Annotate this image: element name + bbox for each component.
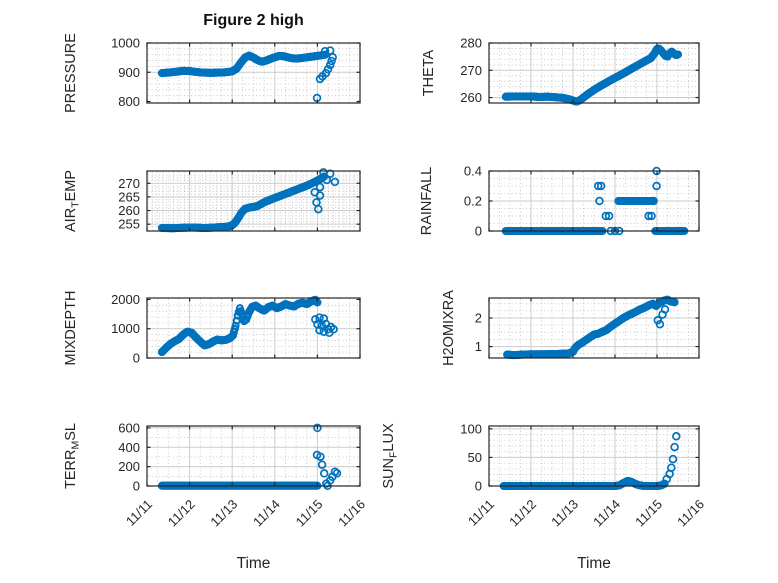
x-axis-label-left: Time [236,555,271,572]
axes-box [488,425,700,487]
y-tick-labels: 0 1000 2000 [111,292,140,366]
series-dense [157,50,330,78]
svg-text:270: 270 [118,176,140,191]
svg-text:400: 400 [118,440,140,455]
y-tick-labels: 0 0.2 0.4 [464,164,482,239]
minor-grid [490,427,698,485]
series-dense [157,295,322,357]
svg-text:800: 800 [118,94,140,109]
subplot-pressure: 800 900 1000 PRESSURE [63,33,361,113]
svg-text:11/13: 11/13 [207,497,240,530]
svg-text:11/16: 11/16 [674,497,707,530]
series-dense [614,196,657,206]
svg-text:11/11: 11/11 [465,497,497,529]
svg-text:1000: 1000 [111,321,140,336]
y-tick-labels: 800 900 1000 [111,36,140,110]
svg-text:265: 265 [118,189,140,204]
y-axis-label: PRESSURE [63,33,79,113]
svg-text:0: 0 [133,351,140,366]
svg-text:1000: 1000 [111,36,140,51]
series-sparse [653,305,670,329]
svg-text:0.4: 0.4 [464,164,482,179]
svg-text:600: 600 [118,420,140,435]
subplot-rainfall: 0 0.2 0.4 RAINFALL [419,164,700,239]
svg-text:11/15: 11/15 [293,497,326,530]
axes-box [146,42,361,104]
axes-box [146,425,361,487]
svg-text:100: 100 [460,421,482,436]
subplot-terr_msl: 0 200 400 600 11/11 11/12 11/13 11/14 11/15 11/16… [63,420,368,529]
svg-text:11/11: 11/11 [123,497,155,529]
svg-text:900: 900 [118,65,140,80]
svg-text:1: 1 [475,339,482,354]
svg-text:11/12: 11/12 [506,497,539,530]
svg-text:270: 270 [460,63,482,78]
svg-text:0.2: 0.2 [464,194,482,209]
y-tick-labels: 0 50 100 [460,421,482,493]
series-sparse [310,168,340,214]
svg-text:255: 255 [118,217,140,232]
y-axis-label: AIRTEMP [63,170,82,232]
y-axis-label: MIXDEPTH [63,291,79,366]
minor-grid [148,299,359,357]
axes-box [488,42,700,104]
axes-box [146,170,361,232]
y-axis-label: H2OMIXRA [441,290,457,366]
y-tick-labels: 0 200 400 600 [118,420,140,493]
minor-grid [148,427,359,485]
svg-text:0: 0 [475,479,482,494]
svg-text:11/14: 11/14 [590,497,623,530]
subplot-sun_flux: 0 50 100 11/11 11/12 11/13 11/14 11/15 11/16 SUNF… [381,421,707,529]
series-sparse [662,432,681,484]
minor-grid [490,299,698,357]
y-tick-labels: 12 [475,311,482,355]
x-tick-labels: 11/11 11/12 11/13 11/14 11/15 11/16 [465,497,707,530]
y-axis-label: SUNFLUX [381,423,400,489]
y-tick-labels: 260 270 280 [460,36,482,106]
svg-text:11/15: 11/15 [632,497,665,530]
subplot-theta: 260 270 280 THETA [421,36,700,106]
subplot-mixdepth: 0 1000 2000 MIXDEPTH [63,291,361,366]
svg-text:0: 0 [475,224,482,239]
series-sparse [311,313,338,338]
series-dense [503,295,679,360]
x-tick-labels: 11/11 11/12 11/13 11/14 11/15 11/16 [123,497,368,530]
svg-text:11/13: 11/13 [548,497,581,530]
axes-box [488,297,700,359]
y-axis-label: TERRMSL [63,423,82,489]
svg-text:2: 2 [475,311,482,326]
series-dense [501,44,683,106]
svg-text:200: 200 [118,459,140,474]
svg-text:2000: 2000 [111,292,140,307]
series-dense [499,476,669,491]
minor-grid [148,172,359,230]
series-sparse [312,423,342,491]
y-axis-label: RAINFALL [419,167,435,236]
svg-text:260: 260 [118,203,140,218]
svg-text:11/12: 11/12 [165,497,198,530]
major-grid [489,426,699,486]
axes-box [146,297,361,359]
svg-text:0: 0 [133,479,140,494]
y-axis-label: THETA [421,49,437,96]
figure-title: Figure 2 high [203,12,304,29]
svg-text:11/16: 11/16 [335,497,368,530]
svg-text:11/14: 11/14 [250,497,283,530]
svg-text:260: 260 [460,90,482,105]
svg-text:50: 50 [468,450,482,465]
x-axis-label-right: Time [577,555,611,572]
svg-text:280: 280 [460,36,482,51]
axes-box [488,170,700,232]
